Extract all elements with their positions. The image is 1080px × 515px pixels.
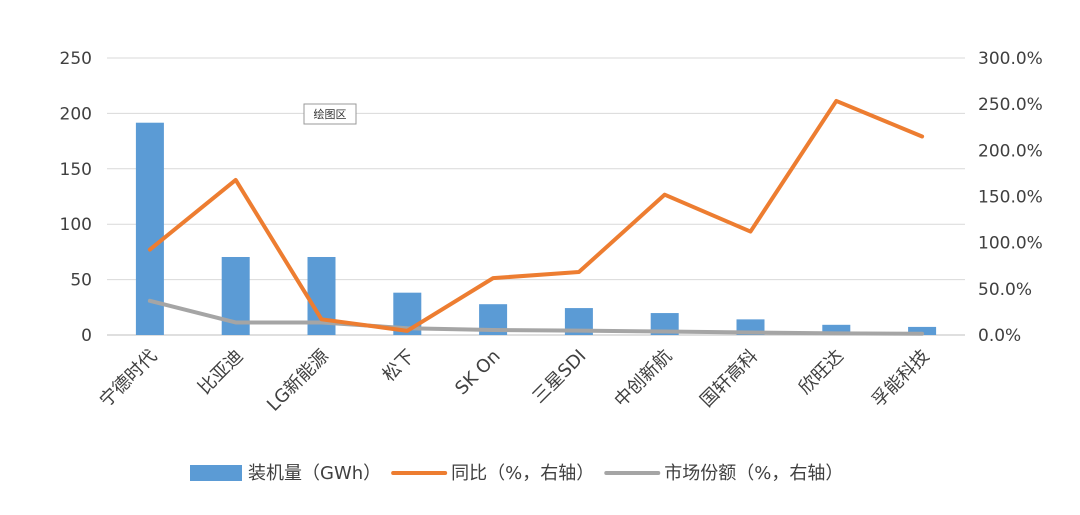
legend-label: 市场份额（%，右轴） xyxy=(664,463,843,484)
series-line xyxy=(147,98,925,333)
category-label: SK On xyxy=(451,346,504,399)
left-tick-label: 50 xyxy=(70,271,92,291)
category-label: 孚能科技 xyxy=(868,346,934,412)
right-tick-label: 0.0% xyxy=(978,326,1021,346)
right-tick-label: 300.0% xyxy=(978,49,1043,69)
tooltip-text: 绘图区 xyxy=(314,107,347,121)
right-tick-label: 150.0% xyxy=(978,188,1043,208)
tooltip-box xyxy=(303,103,357,125)
right-tick-label: 250.0% xyxy=(978,95,1043,115)
plot-area-tooltip: 绘图区 xyxy=(303,103,357,125)
right-axis-ticks: 0.0% 50.0% 100.0% 150.0% 200.0% 250.0% 300.0% xyxy=(978,49,1043,346)
bar-series xyxy=(135,122,937,335)
category-label: 国轩高科 xyxy=(696,346,762,412)
category-label: 松下 xyxy=(379,346,419,386)
left-tick-label: 150 xyxy=(60,160,92,180)
left-axis-ticks: 0 50 100 150 200 250 xyxy=(60,49,92,346)
category-label: 中创新航 xyxy=(610,346,676,412)
series-line xyxy=(147,298,925,336)
bar xyxy=(908,326,937,335)
right-tick-label: 50.0% xyxy=(978,280,1032,300)
category-labels: 宁德时代 比亚迪 LG新能源 松下 SK On 三星SDI 中创新航 国轩高科 欣旺达 孚能科技 xyxy=(96,346,934,416)
legend-label: 同比（%，右轴） xyxy=(451,463,594,484)
legend-swatch xyxy=(190,465,242,481)
category-label: 宁德时代 xyxy=(96,346,162,412)
category-label: 比亚迪 xyxy=(194,346,247,399)
category-label: 欣旺达 xyxy=(795,346,848,399)
legend-label: 装机量（GWh） xyxy=(248,463,381,484)
category-label: 三星SDI xyxy=(528,346,590,408)
right-tick-label: 100.0% xyxy=(978,234,1043,254)
left-tick-label: 250 xyxy=(60,49,92,69)
legend: 装机量（GWh） 同比（%，右轴） 市场份额（%，右轴） xyxy=(190,463,843,484)
line-series xyxy=(147,98,925,336)
left-tick-label: 0 xyxy=(81,326,92,346)
category-label: LG新能源 xyxy=(263,346,333,416)
left-tick-label: 200 xyxy=(60,104,92,124)
left-tick-label: 100 xyxy=(60,215,92,235)
right-tick-label: 200.0% xyxy=(978,141,1043,161)
bar xyxy=(822,324,851,335)
